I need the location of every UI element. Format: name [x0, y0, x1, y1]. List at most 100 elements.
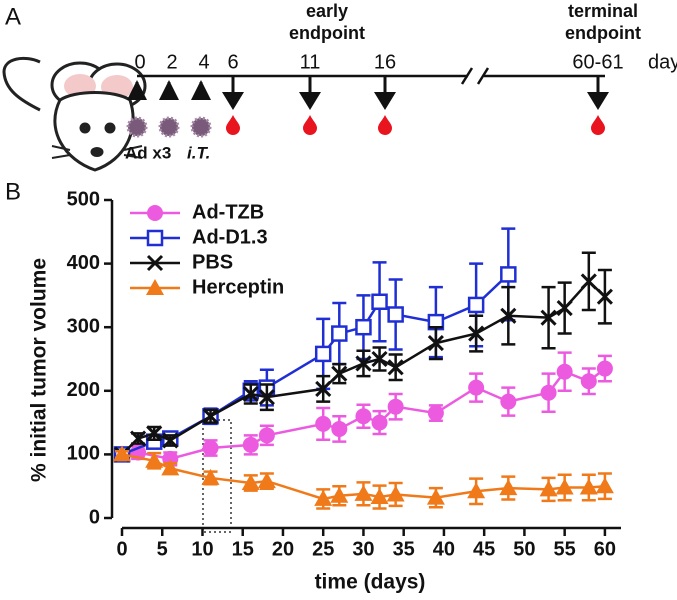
terminal-label: terminal [568, 1, 638, 21]
marker [595, 477, 614, 494]
marker [427, 335, 444, 352]
legend-label: Herceptin [192, 276, 284, 298]
virus-icon [190, 116, 212, 138]
marker [355, 355, 372, 372]
panel-label: B [5, 178, 21, 205]
blood-drop [226, 115, 240, 135]
x-tick-label: 20 [272, 538, 294, 560]
marker [146, 425, 163, 442]
marker [370, 488, 389, 505]
x-tick-label: 10 [191, 538, 213, 560]
day-label: 2 [166, 51, 177, 73]
marker [201, 468, 220, 485]
day-label: 16 [374, 51, 396, 73]
x-tick-label: 15 [232, 538, 254, 560]
marker [354, 484, 373, 501]
y-tick-label: 400 [67, 252, 100, 274]
marker [580, 273, 597, 290]
blood-drop [378, 115, 392, 135]
marker [202, 408, 219, 425]
marker [257, 472, 276, 489]
series [113, 251, 613, 463]
x-tick-label: 25 [312, 538, 334, 560]
marker [242, 385, 259, 403]
day-label: 11 [300, 51, 321, 73]
marker [371, 350, 388, 368]
injection-arrow-head [127, 80, 147, 100]
marker [426, 488, 445, 505]
y-tick-label: 0 [89, 506, 100, 528]
marker [314, 489, 333, 506]
x-tick-label: 55 [554, 538, 576, 560]
marker [355, 408, 372, 425]
marker [596, 360, 613, 377]
marker [147, 205, 163, 221]
x-tick-label: 30 [352, 538, 374, 560]
virus-icon [158, 116, 180, 138]
marker [499, 479, 518, 496]
legend-label: PBS [192, 251, 233, 273]
y-tick-label: 200 [67, 379, 100, 401]
marker [242, 436, 259, 453]
marker [146, 229, 164, 247]
sample-arrow-head [587, 92, 609, 110]
marker [162, 432, 179, 449]
marker [540, 384, 557, 401]
marker [355, 318, 372, 336]
marker [161, 459, 180, 476]
marker [556, 363, 573, 380]
marker [145, 451, 164, 468]
marker [467, 482, 486, 499]
y-tick-label: 100 [67, 443, 100, 465]
injection-label: Ad x3 [125, 143, 171, 162]
marker [146, 254, 164, 272]
series-line [121, 273, 510, 456]
timeline-axis [137, 67, 605, 85]
day-label: 4 [198, 51, 209, 73]
legend-label: Ad-D1.3 [192, 226, 268, 248]
marker [331, 325, 348, 342]
x-tick-label: 5 [157, 538, 168, 560]
marker [113, 445, 131, 462]
y-tick-label: 300 [67, 315, 100, 337]
y-tick-label: 500 [67, 188, 100, 210]
x-tick-label: 0 [116, 538, 127, 560]
marker [371, 414, 388, 431]
marker [540, 309, 557, 326]
early-label: endpoint [289, 23, 365, 43]
terminal-label: endpoint [565, 23, 641, 43]
day-label: 60-61 [572, 51, 623, 73]
marker [315, 380, 332, 397]
panel-label: A [5, 3, 21, 30]
marker [258, 427, 275, 444]
marker [202, 440, 219, 457]
marker [500, 307, 517, 324]
day-label: 6 [227, 51, 238, 73]
sample-arrow-head [222, 92, 244, 110]
injection-arrow-head [191, 80, 211, 100]
day-label: 0 [134, 51, 145, 73]
mouse-icon [2, 56, 147, 172]
marker [258, 389, 275, 406]
x-tick-label: 35 [393, 538, 415, 560]
marker [330, 486, 349, 503]
marker [314, 345, 332, 363]
marker [500, 266, 517, 283]
marker [555, 478, 574, 495]
series [113, 445, 614, 510]
sample-arrow-head [374, 92, 396, 110]
blood-drop [303, 115, 317, 135]
marker [580, 373, 597, 390]
y-axis-label: % initial tumor volume [28, 258, 51, 482]
marker [241, 474, 260, 491]
series [114, 351, 613, 467]
marker [130, 430, 147, 447]
injection-arrow-head [159, 80, 179, 100]
marker [427, 405, 444, 422]
marker [468, 379, 485, 396]
marker [386, 485, 405, 502]
x-tick-label: 45 [473, 538, 495, 560]
marker [500, 393, 517, 410]
x-tick-label: 50 [513, 538, 535, 560]
